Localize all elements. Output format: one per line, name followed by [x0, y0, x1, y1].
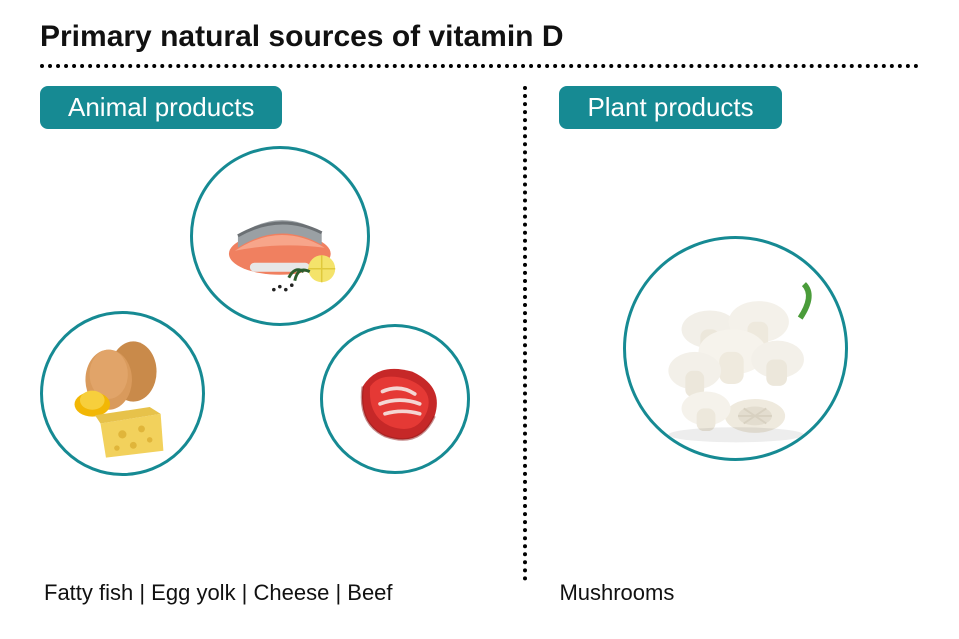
pill-plant-products: Plant products — [559, 86, 781, 129]
circle-fatty-fish — [190, 146, 370, 326]
caption-animal: Fatty fish | Egg yolk | Cheese | Beef — [44, 580, 393, 606]
circle-eggs-cheese — [40, 311, 205, 476]
caption-plant: Mushrooms — [559, 580, 674, 606]
page-title: Primary natural sources of vitamin D — [40, 20, 919, 54]
circle-mushrooms — [623, 236, 848, 461]
pill-animal-products: Animal products — [40, 86, 282, 129]
circle-beef — [320, 324, 470, 474]
columns-wrap: Animal products — [40, 86, 919, 606]
fish-icon — [205, 161, 355, 311]
horizontal-divider — [40, 64, 919, 68]
mushrooms-icon — [642, 254, 830, 442]
beef-icon — [333, 337, 457, 461]
column-plant: Plant products — [523, 86, 919, 606]
eggs-cheese-icon — [54, 325, 191, 462]
column-animal: Animal products — [40, 86, 523, 606]
